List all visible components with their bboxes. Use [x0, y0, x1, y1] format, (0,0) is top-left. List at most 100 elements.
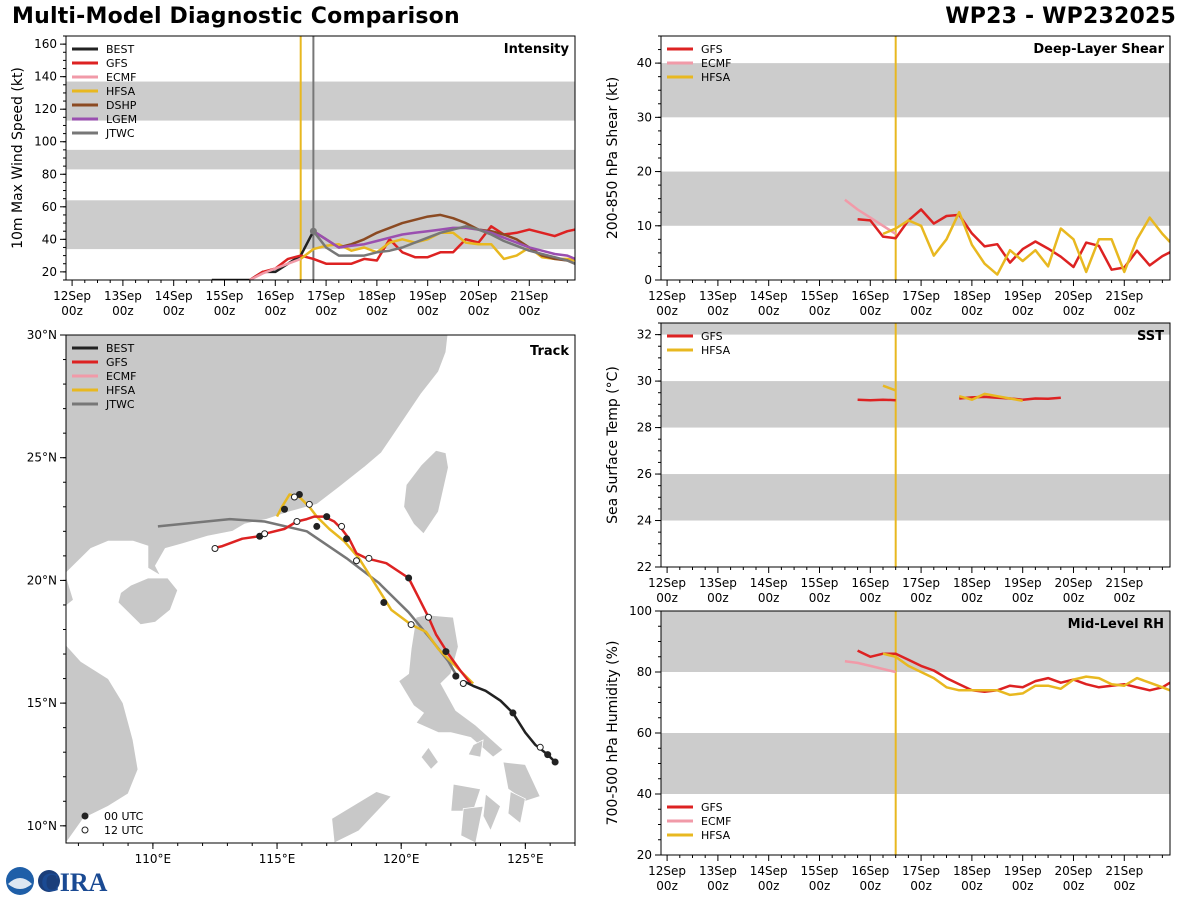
x-tick-label: 12Sep	[648, 576, 686, 590]
x-tick-label: 19Sep	[1004, 864, 1042, 878]
storm-id-title: WP23 - WP232025	[945, 4, 1176, 29]
track-marker-12utc	[407, 621, 415, 629]
x-tick-sublabel: 00z	[961, 304, 983, 318]
x-tick-label: 18Sep	[953, 864, 991, 878]
cira-logo: CIRA	[6, 867, 108, 897]
x-tick-sublabel: 00z	[61, 304, 83, 318]
x-tick-sublabel: 00z	[961, 591, 983, 605]
luzon-island	[398, 614, 504, 758]
x-tick-label: 14Sep	[750, 289, 788, 303]
y-tick-label: 10	[637, 219, 652, 233]
shaded-band	[661, 733, 1170, 794]
legend-label-gfs: GFS	[106, 57, 128, 70]
y-tick-label: 32	[637, 328, 652, 342]
legend-label-ecmf: ECMF	[701, 57, 731, 70]
panel-rh: 12Sep00z13Sep00z14Sep00z15Sep00z16Sep00z…	[605, 604, 1171, 893]
x-tick-label: 15Sep	[206, 289, 244, 303]
y-tick-label: 40	[42, 232, 57, 246]
x-tick-label: 19Sep	[1004, 576, 1042, 590]
x-tick-sublabel: 00z	[707, 591, 729, 605]
x-tick-sublabel: 00z	[315, 304, 337, 318]
legend-label-hfsa: HFSA	[106, 85, 136, 98]
legend-label-ecmf: ECMF	[106, 71, 136, 84]
shaded-band	[66, 81, 575, 121]
x-tick-sublabel: 00z	[910, 879, 932, 893]
track-marker-00utc	[380, 598, 388, 606]
x-tick-sublabel: 00z	[860, 591, 882, 605]
y-tick-label: 160	[34, 37, 57, 51]
cira-logo-text: CIRA	[41, 868, 108, 897]
track-marker-00utc	[551, 758, 559, 766]
x-tick-label: 14Sep	[750, 576, 788, 590]
shaded-band	[661, 474, 1170, 521]
legend-marker-12utc	[81, 826, 89, 834]
x-tick-sublabel: 00z	[214, 304, 236, 318]
x-tick-sublabel: 00z	[265, 304, 287, 318]
series-line-ecmf	[249, 257, 302, 280]
y-tick-label: 120	[34, 102, 57, 116]
y-tick-label: 24	[637, 514, 652, 528]
legend-label-ecmf: ECMF	[701, 815, 731, 828]
x-tick-label: 15Sep	[801, 576, 839, 590]
x-tick-label: 115°E	[259, 852, 296, 866]
x-tick-label: 19Sep	[409, 289, 447, 303]
x-tick-label: 20Sep	[460, 289, 498, 303]
taiwan-island	[403, 449, 449, 535]
y-tick-label: 60	[42, 200, 57, 214]
x-tick-label: 17Sep	[902, 289, 940, 303]
x-tick-sublabel: 00z	[1063, 304, 1085, 318]
legend-label-best: BEST	[106, 342, 134, 355]
legend-label-best: BEST	[106, 43, 134, 56]
y-tick-label: 140	[34, 70, 57, 84]
track-marker-12utc	[261, 530, 269, 538]
shaded-band	[661, 63, 1170, 118]
x-tick-sublabel: 00z	[656, 304, 678, 318]
legend-label-00utc: 00 UTC	[104, 810, 144, 823]
x-tick-label: 16Sep	[851, 864, 889, 878]
legend-label-hfsa: HFSA	[701, 829, 731, 842]
x-tick-label: 13Sep	[699, 864, 737, 878]
x-tick-label: 18Sep	[953, 289, 991, 303]
cebu-island	[482, 793, 501, 832]
series-line-jtwc	[312, 225, 575, 265]
track-marker-00utc	[280, 505, 288, 513]
panel-track: 110°E 115°E 120°E 125°E 10°N 15°N 20°N 25°N 30°N…	[27, 328, 576, 866]
series-line-lgem	[312, 226, 575, 261]
intensity-marker	[309, 227, 317, 235]
y-tick-label: 100	[629, 604, 652, 618]
x-tick-label: 21Sep	[1105, 864, 1143, 878]
axes-frame	[65, 334, 576, 844]
legend-label-dshp: DSHP	[106, 99, 137, 112]
y-tick-label: 40	[637, 787, 652, 801]
y-tick-label: 80	[42, 167, 57, 181]
track-marker-12utc	[338, 522, 346, 530]
axes-frame	[660, 35, 1171, 281]
y-axis-label: Sea Surface Temp (°C)	[605, 366, 621, 524]
x-tick-label: 12Sep	[648, 289, 686, 303]
track-marker-12utc	[459, 679, 467, 687]
track-line-hfsa	[275, 493, 475, 685]
track-marker-00utc	[442, 648, 450, 656]
x-tick-sublabel: 00z	[961, 879, 983, 893]
samar-island	[502, 761, 541, 802]
panel-title: Mid-Level RH	[1068, 617, 1164, 632]
axes-frame	[65, 35, 576, 281]
series-line-hfsa	[882, 210, 1170, 276]
y-axis-label: 200-850 hPa Shear (kt)	[605, 77, 621, 239]
legend-label-gfs: GFS	[106, 356, 128, 369]
mainland-china	[66, 335, 449, 577]
track-marker-00utc	[509, 709, 517, 717]
x-tick-label: 19Sep	[1004, 289, 1042, 303]
noaa-bird-icon	[8, 878, 32, 889]
x-tick-label: 17Sep	[902, 864, 940, 878]
x-tick-label: 12Sep	[648, 864, 686, 878]
y-tick-label: 0	[644, 273, 652, 287]
panel-intensity: 12Sep00z13Sep00z14Sep00z15Sep00z16Sep00z…	[10, 35, 576, 318]
x-tick-sublabel: 00z	[1113, 879, 1135, 893]
x-tick-sublabel: 00z	[707, 879, 729, 893]
x-tick-label: 20Sep	[1055, 864, 1093, 878]
track-marker-00utc	[405, 574, 413, 582]
y-axis-label: 10m Max Wind Speed (kt)	[10, 67, 26, 249]
y-tick-label: 10°N	[27, 819, 57, 833]
axes-frame	[660, 322, 1171, 568]
